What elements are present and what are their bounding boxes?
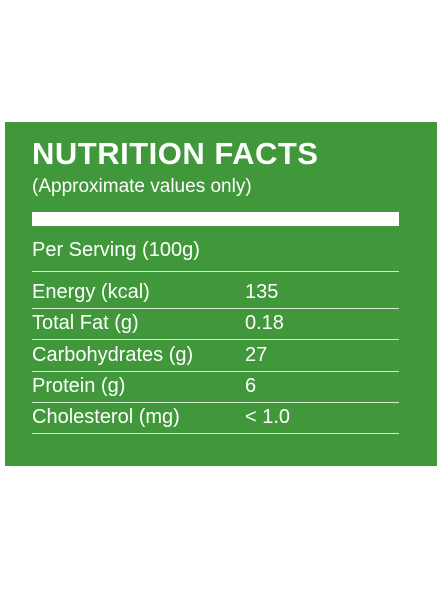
- rule: [32, 401, 399, 403]
- title: NUTRITION FACTS: [32, 136, 319, 171]
- row-value: 27: [245, 343, 268, 366]
- subtitle: (Approximate values only): [32, 176, 252, 197]
- rule: [32, 433, 399, 435]
- row-value: 6: [245, 374, 257, 397]
- divider-bar: [32, 212, 399, 226]
- row-label: Protein (g): [32, 374, 126, 397]
- row-value: < 1.0: [245, 406, 291, 429]
- row-label: Carbohydrates (g): [32, 343, 194, 366]
- row-value: 135: [245, 281, 279, 303]
- rule: [32, 308, 399, 309]
- nutrition-panel: NUTRITION FACTS (Approximate values only…: [5, 122, 437, 466]
- rule: [32, 271, 399, 272]
- rule: [32, 370, 399, 372]
- row-label: Total Fat (g): [32, 312, 139, 335]
- rule: [32, 339, 399, 341]
- row-label: Cholesterol (mg): [32, 406, 180, 429]
- row-value: 0.18: [245, 312, 284, 335]
- row-label: Energy (kcal): [32, 281, 150, 303]
- serving-label: Per Serving (100g): [32, 239, 200, 261]
